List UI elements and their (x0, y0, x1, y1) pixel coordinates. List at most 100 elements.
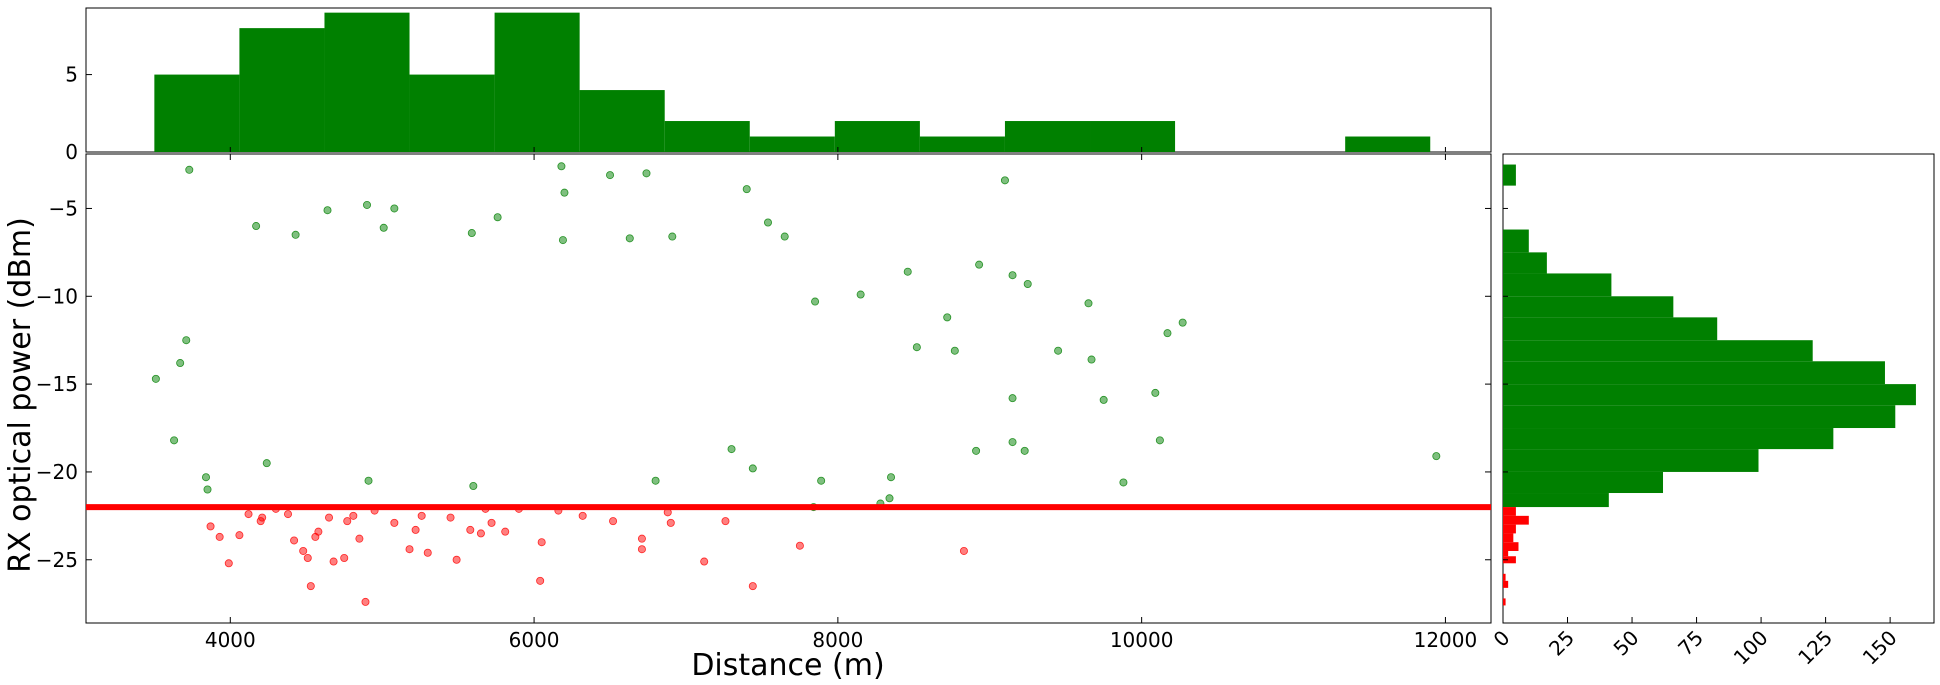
right-histogram-bar (1503, 229, 1529, 253)
scatter-point-pass (1008, 271, 1017, 280)
y-tick-label: −25 (36, 548, 78, 572)
scatter-point-fail (446, 513, 455, 522)
scatter-point-fail (284, 510, 293, 519)
scatter-point-fail (306, 582, 315, 591)
top-y-tick-label: 5 (65, 63, 78, 87)
right-histogram-bar (1503, 507, 1516, 516)
scatter-point-fail (340, 554, 349, 563)
right-x-tick-label: 0 (1489, 626, 1515, 652)
scatter-point-fail (721, 517, 730, 526)
scatter-point-pass (625, 234, 634, 243)
scatter-point-pass (1008, 438, 1017, 447)
scatter-point-fail (609, 517, 618, 526)
scatter-point-pass (185, 165, 194, 174)
scatter-point-pass (727, 445, 736, 454)
scatter-point-pass (182, 336, 191, 345)
scatter-point-pass (887, 473, 896, 482)
scatter-point-fail (700, 557, 709, 566)
right-histogram-bar (1503, 384, 1916, 406)
top-y-tick-label: 0 (65, 140, 78, 164)
scatter-point-fail (235, 531, 244, 540)
right-histogram-bar (1503, 573, 1506, 581)
scatter-point-pass (1084, 299, 1093, 308)
scatter-point-pass (748, 464, 757, 473)
top-histogram-panel: 05 (65, 7, 1492, 164)
right-histogram-bar (1503, 273, 1612, 297)
scatter-point-pass (943, 313, 952, 322)
scatter-point-pass (390, 204, 399, 213)
right-histogram-bar (1503, 542, 1519, 551)
scatter-point-fail (355, 534, 364, 543)
scatter-point-fail (258, 513, 267, 522)
scatter-point-fail (329, 557, 338, 566)
scatter-point-fail (501, 527, 510, 536)
y-tick-label: −10 (36, 284, 78, 308)
scatter-point-fail (466, 525, 475, 534)
scatter-point-pass (203, 485, 212, 494)
right-x-tick-label: 125 (1793, 626, 1837, 670)
scatter-point-pass (364, 476, 373, 485)
right-histogram-bar (1503, 252, 1547, 274)
x-tick-label: 8000 (812, 628, 863, 652)
top-histogram-bar (664, 121, 750, 152)
right-histogram-bar (1503, 340, 1813, 362)
right-x-tick-label: 75 (1673, 626, 1708, 661)
main-scatter-panel: 4000 6000 8000 10000 12000 −25 −20 −15 −10 −5 (36, 153, 1492, 652)
scatter-point-pass (975, 260, 984, 269)
right-histogram-bar (1503, 533, 1514, 543)
y-tick-label: −20 (36, 460, 78, 484)
right-histogram-bar (1503, 515, 1529, 525)
right-histogram-bar (1503, 580, 1509, 588)
scatter-point-fail (476, 529, 485, 538)
scatter-point-fail (578, 511, 587, 520)
scatter-point-pass (1000, 176, 1009, 185)
y-tick-label: −5 (49, 196, 78, 220)
scatter-point-pass (763, 218, 772, 227)
top-histogram-bar (919, 136, 1005, 152)
scatter-point-pass (1054, 346, 1063, 355)
right-histogram-bar (1503, 598, 1506, 606)
scatter-point-pass (1020, 446, 1029, 455)
top-histogram-bar (749, 136, 835, 152)
scatter-point-fail (215, 532, 224, 541)
scatter-point-fail (303, 554, 312, 563)
scatter-point-pass (1023, 279, 1032, 288)
scatter-point-fail (637, 534, 646, 543)
scatter-point-pass (170, 436, 179, 445)
scatter-point-fail (290, 536, 299, 545)
scatter-point-fail (244, 510, 253, 519)
scatter-point-pass (950, 346, 959, 355)
x-tick-label: 4000 (205, 628, 256, 652)
y-tick-label: −15 (36, 372, 78, 396)
scatter-point-fail (537, 538, 546, 547)
scatter-point-pass (972, 446, 981, 455)
right-x-tick-label: 150 (1858, 626, 1902, 670)
x-tick-label: 10000 (1110, 628, 1174, 652)
right-histogram-bar (1503, 449, 1759, 472)
right-histogram-bar (1503, 556, 1516, 564)
scatter-point-fail (349, 511, 358, 520)
x-tick-label: 12000 (1414, 628, 1478, 652)
scatter-point-pass (1151, 388, 1160, 397)
scatter-point-pass (493, 213, 502, 222)
scatter-point-pass (1119, 478, 1128, 487)
right-x-tick-label: 100 (1729, 626, 1773, 670)
scatter-point-fail (637, 545, 646, 554)
main-plot-frame (85, 153, 1492, 624)
right-histogram-bar (1503, 524, 1516, 534)
scatter-point-pass (176, 359, 185, 368)
right-histogram-bar (1503, 317, 1718, 341)
scatter-point-pass (467, 229, 476, 238)
scatter-point-pass (1099, 395, 1108, 404)
scatter-point-pass (642, 169, 651, 178)
scatter-point-fail (487, 518, 496, 527)
scatter-point-pass (912, 343, 921, 352)
scatter-point-pass (780, 232, 789, 241)
scatter-point-pass (262, 459, 271, 468)
scatter-point-pass (1008, 394, 1017, 403)
right-histogram-bar (1503, 493, 1609, 508)
scatter-point-pass (379, 223, 388, 232)
scatter-point-pass (323, 206, 332, 215)
scatter-point-fail (390, 518, 399, 527)
right-histogram-bar (1503, 405, 1896, 429)
